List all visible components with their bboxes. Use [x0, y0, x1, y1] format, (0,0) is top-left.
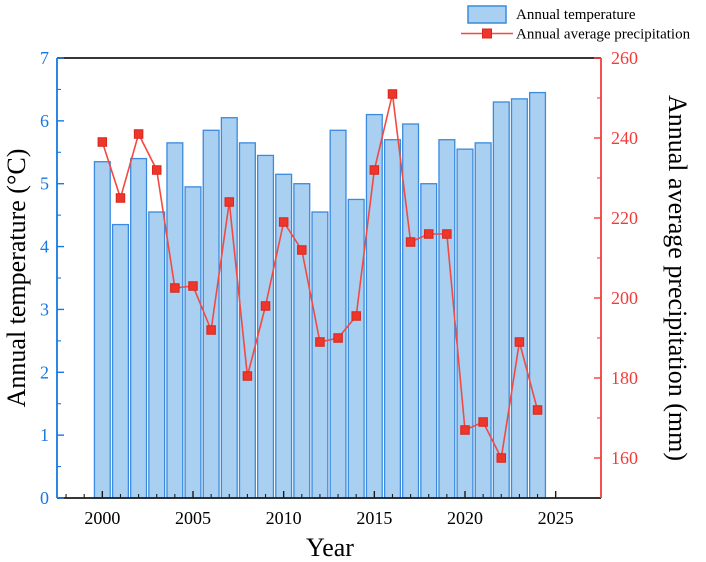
x-axis-title: Year — [306, 533, 354, 562]
precipitation-marker-2010 — [278, 217, 289, 227]
precipitation-marker-2000 — [97, 137, 108, 147]
precipitation-marker-2003 — [151, 165, 162, 175]
legend-bar-label: Annual temperature — [516, 7, 636, 23]
precipitation-line-group — [97, 89, 543, 463]
bar-2024 — [528, 91, 547, 499]
bar-2016 — [383, 139, 402, 499]
bar-2023 — [510, 98, 528, 499]
right-tick-label-180: 180 — [611, 368, 638, 388]
bar-2001 — [111, 223, 130, 499]
precipitation-marker-2008 — [242, 371, 253, 381]
precipitation-marker-2020 — [460, 425, 470, 435]
precipitation-marker-2019 — [442, 229, 452, 239]
bars-group — [93, 91, 547, 499]
precipitation-marker-2009 — [260, 301, 271, 311]
bar-2004 — [166, 142, 184, 499]
bar-2000 — [93, 161, 111, 499]
legend: Annual temperature Annual average precip… — [461, 5, 691, 43]
x-tick-label-2015: 2015 — [356, 508, 392, 528]
x-tick-label-2010: 2010 — [266, 508, 302, 528]
precipitation-marker-2022 — [496, 453, 507, 463]
precipitation-marker-2018 — [423, 229, 434, 239]
precipitation-marker-2017 — [405, 237, 416, 247]
left-tick-label-0: 0 — [40, 488, 49, 508]
left-tick-label-5: 5 — [40, 174, 49, 194]
left-tick-label-2: 2 — [40, 362, 49, 382]
precipitation-marker-2014 — [351, 311, 361, 321]
precipitation-marker-2005 — [188, 281, 198, 291]
bar-2011 — [293, 183, 311, 499]
bar-2007 — [220, 117, 238, 499]
precipitation-marker-2004 — [170, 283, 180, 293]
precipitation-marker-2007 — [224, 197, 235, 207]
precipitation-marker-2011 — [297, 245, 307, 255]
right-tick-label-200: 200 — [611, 288, 638, 308]
right-tick-label-240: 240 — [611, 128, 638, 148]
legend-bar-swatch — [467, 5, 507, 24]
legend-line-label: Annual average precipitation — [516, 27, 691, 43]
precipitation-marker-2015 — [369, 165, 380, 175]
precipitation-marker-2002 — [133, 129, 144, 139]
bar-2012 — [311, 211, 329, 499]
right-tick-label-220: 220 — [611, 208, 638, 228]
precipitation-marker-2016 — [387, 89, 398, 99]
bar-2022 — [492, 101, 510, 499]
precipitation-marker-2013 — [333, 333, 343, 343]
bar-2005 — [184, 186, 202, 499]
bar-2006 — [202, 129, 220, 499]
x-tick-label-2005: 2005 — [175, 508, 211, 528]
precipitation-marker-2001 — [115, 193, 126, 203]
right-tick-label-160: 160 — [611, 448, 638, 468]
bar-2019 — [438, 139, 456, 499]
bar-2021 — [474, 142, 492, 499]
left-tick-label-6: 6 — [40, 111, 49, 131]
bar-2002 — [130, 157, 148, 499]
precipitation-marker-2024 — [532, 405, 543, 415]
bar-2017 — [402, 123, 420, 499]
bar-2003 — [148, 211, 166, 499]
left-tick-label-3: 3 — [40, 299, 49, 319]
x-tick-label-2020: 2020 — [447, 508, 483, 528]
bar-2020 — [456, 148, 474, 499]
bar-2013 — [329, 129, 347, 499]
precipitation-marker-2006 — [206, 325, 216, 335]
x-tick-label-2000: 2000 — [84, 508, 120, 528]
left-axis-title: Annual temperature (°C) — [2, 149, 31, 408]
legend-marker-swatch — [482, 28, 492, 39]
bar-2014 — [347, 198, 365, 499]
precipitation-marker-2021 — [478, 417, 488, 427]
axes-group: 2000 2005 2010 2015 2020 2025 0 1 2 3 4 5 6 7 160 180 20… — [40, 48, 638, 528]
precipitation-marker-2012 — [315, 337, 325, 347]
right-tick-label-260: 260 — [611, 48, 638, 68]
precipitation-marker-2023 — [514, 337, 525, 347]
right-axis-title: Annual average precipitation (mm) — [663, 95, 692, 461]
left-tick-label-7: 7 — [40, 48, 49, 68]
left-tick-label-1: 1 — [40, 425, 49, 445]
x-tick-label-2025: 2025 — [538, 508, 574, 528]
left-tick-label-4: 4 — [40, 237, 49, 257]
